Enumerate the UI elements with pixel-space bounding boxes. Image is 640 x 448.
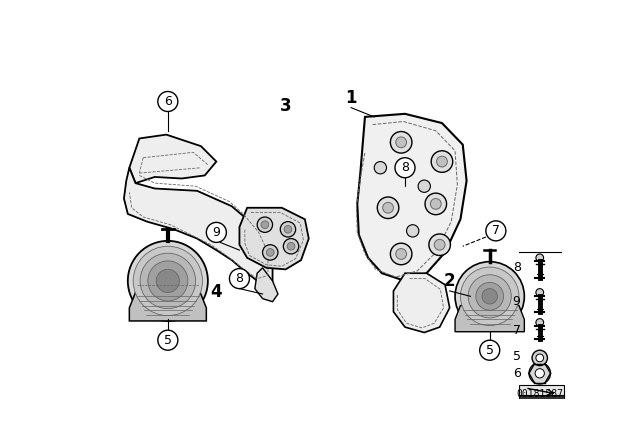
Circle shape [158,91,178,112]
Circle shape [374,162,387,174]
Circle shape [406,225,419,237]
Circle shape [262,245,278,260]
Circle shape [396,137,406,148]
Polygon shape [394,273,450,332]
Circle shape [284,225,292,233]
Text: 5: 5 [513,350,521,363]
Polygon shape [519,385,564,402]
Polygon shape [455,306,524,332]
Text: 8: 8 [513,261,521,274]
Text: 8: 8 [401,161,409,174]
Circle shape [284,238,299,254]
Circle shape [455,262,524,331]
Circle shape [435,239,445,250]
Circle shape [536,354,543,362]
Polygon shape [357,114,467,281]
Circle shape [529,362,550,384]
Text: 8: 8 [236,272,243,285]
Text: 00181587: 00181587 [516,389,563,399]
Circle shape [206,222,227,242]
Polygon shape [124,168,273,285]
Polygon shape [519,396,564,402]
Circle shape [133,246,202,315]
Circle shape [128,241,208,321]
Text: 5: 5 [164,334,172,347]
Circle shape [158,330,178,350]
Text: 9: 9 [513,295,520,308]
Circle shape [535,369,545,378]
Polygon shape [255,268,278,302]
Text: 4: 4 [211,284,222,302]
Circle shape [257,217,273,233]
Text: 9: 9 [212,226,220,239]
Circle shape [396,249,406,259]
Circle shape [261,221,269,228]
Circle shape [383,202,394,213]
Text: 6: 6 [164,95,172,108]
Circle shape [536,289,543,296]
Circle shape [532,350,547,366]
Circle shape [431,151,452,172]
Circle shape [482,289,497,304]
Text: 2: 2 [444,272,456,290]
Circle shape [280,222,296,237]
Circle shape [436,156,447,167]
Circle shape [429,234,451,255]
Circle shape [431,198,441,209]
Circle shape [486,221,506,241]
Circle shape [287,242,295,250]
Text: 7: 7 [492,224,500,237]
Circle shape [460,267,519,326]
Circle shape [390,132,412,153]
Circle shape [425,193,447,215]
Circle shape [418,180,431,192]
Text: 5: 5 [486,344,493,357]
Polygon shape [129,293,206,321]
Circle shape [536,254,543,262]
Circle shape [468,275,511,318]
Circle shape [390,243,412,265]
Circle shape [395,158,415,178]
Circle shape [476,282,504,310]
Circle shape [156,269,179,293]
Polygon shape [239,208,308,269]
Text: 7: 7 [513,324,521,337]
Circle shape [230,269,250,289]
Polygon shape [129,134,216,183]
Circle shape [536,319,543,326]
Circle shape [378,197,399,219]
Circle shape [148,261,188,301]
Text: 3: 3 [280,97,291,115]
Text: 6: 6 [513,367,520,380]
Circle shape [140,253,196,309]
Circle shape [266,249,274,256]
Circle shape [480,340,500,360]
Text: 1: 1 [346,90,357,108]
